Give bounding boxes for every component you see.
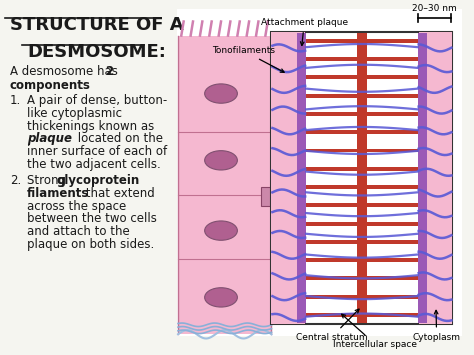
Text: A pair of dense, button-: A pair of dense, button- — [27, 94, 167, 107]
Bar — [306, 222, 418, 225]
Bar — [306, 240, 418, 244]
Bar — [178, 36, 272, 334]
Bar — [306, 313, 418, 317]
Text: Intercellular space: Intercellular space — [333, 314, 417, 349]
Ellipse shape — [205, 151, 237, 170]
Bar — [357, 33, 366, 323]
Bar — [306, 258, 418, 262]
Bar — [306, 203, 418, 207]
Bar — [306, 148, 418, 152]
Text: 2: 2 — [105, 65, 113, 78]
Text: and attach to the: and attach to the — [27, 225, 130, 238]
Bar — [306, 39, 418, 43]
Text: Attachment plaque: Attachment plaque — [261, 18, 348, 45]
Text: glycoprotein: glycoprotein — [56, 174, 140, 187]
Text: thickenings known as: thickenings known as — [27, 120, 155, 132]
Bar — [418, 33, 427, 323]
Text: the two adjacent cells.: the two adjacent cells. — [27, 158, 161, 170]
Bar — [306, 76, 418, 79]
Ellipse shape — [205, 288, 237, 307]
Text: A desmosome has: A desmosome has — [10, 65, 121, 78]
Text: filaments: filaments — [27, 187, 90, 200]
Text: located on the: located on the — [74, 132, 163, 145]
Bar — [306, 94, 418, 98]
Text: Strong: Strong — [27, 174, 70, 187]
Bar — [306, 57, 418, 61]
Bar — [306, 130, 418, 134]
Text: 20–30 nm: 20–30 nm — [412, 4, 457, 13]
Bar — [306, 167, 418, 171]
Text: DESMOSOME:: DESMOSOME: — [27, 43, 166, 61]
Text: plaque: plaque — [27, 132, 72, 145]
Text: plaque on both sides.: plaque on both sides. — [27, 237, 155, 251]
Bar — [297, 33, 306, 323]
Bar — [272, 32, 305, 324]
Text: like cytoplasmic: like cytoplasmic — [27, 107, 122, 120]
Text: Central stratum: Central stratum — [296, 309, 367, 342]
Bar — [306, 277, 418, 280]
Text: between the two cells: between the two cells — [27, 212, 157, 225]
Bar — [177, 9, 462, 336]
Text: Tonofilaments: Tonofilaments — [212, 46, 284, 72]
Text: STRUCTURE OF A: STRUCTURE OF A — [10, 16, 183, 34]
Bar — [272, 32, 452, 324]
Ellipse shape — [205, 221, 237, 240]
Text: across the space: across the space — [27, 200, 127, 213]
Text: 2.: 2. — [10, 174, 21, 187]
Text: that extend: that extend — [82, 187, 155, 200]
Ellipse shape — [205, 84, 237, 103]
Text: components: components — [10, 79, 91, 92]
Bar — [306, 295, 418, 299]
Bar — [419, 32, 452, 324]
Bar — [261, 187, 271, 206]
Text: 1.: 1. — [10, 94, 21, 107]
Text: :: : — [80, 79, 84, 92]
Bar — [306, 112, 418, 116]
Text: inner surface of each of: inner surface of each of — [27, 145, 167, 158]
Bar — [306, 185, 418, 189]
Text: Cytoplasm: Cytoplasm — [412, 310, 461, 342]
